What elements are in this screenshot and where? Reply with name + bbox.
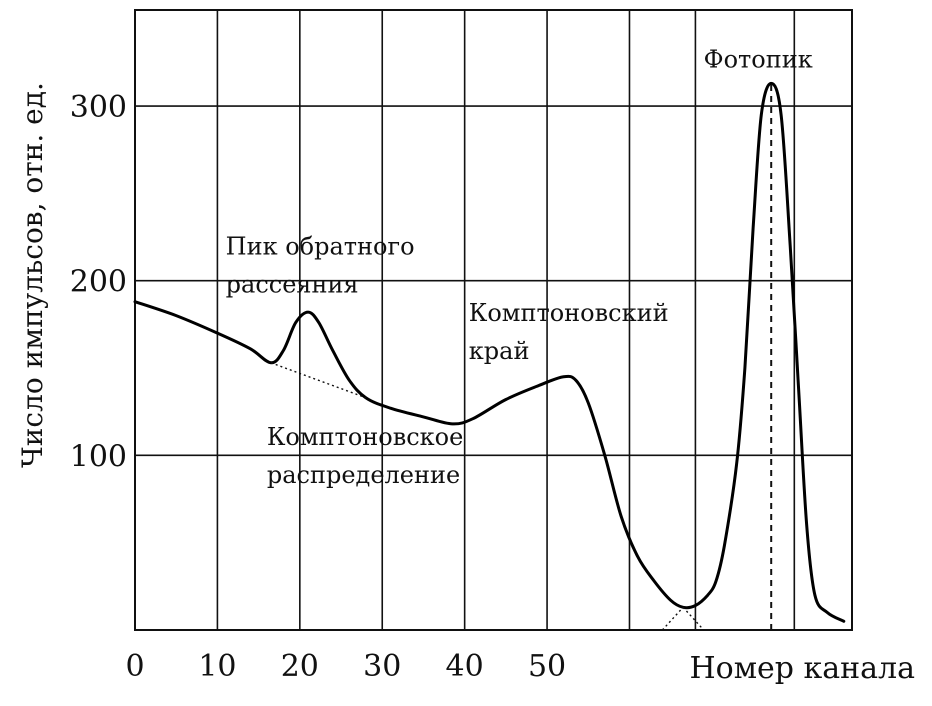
tick-labels: 0 10 20 30 40 50 100 200 300 bbox=[70, 90, 566, 684]
annotation-compton-edge: край bbox=[469, 337, 530, 365]
x-tick-label: 0 bbox=[125, 649, 144, 684]
x-axis-title: Номер канала bbox=[689, 651, 915, 686]
x-tick-label: 50 bbox=[528, 649, 566, 684]
x-tick-label: 40 bbox=[446, 649, 484, 684]
y-tick-label: 300 bbox=[70, 90, 127, 125]
dotted-compton-continuation bbox=[270, 362, 367, 399]
spectrum-line bbox=[133, 81, 846, 623]
annotations: Пик обратного рассеяния Комптоновский край К… bbox=[226, 46, 813, 489]
annotation-backscatter: Пик обратного bbox=[226, 233, 415, 261]
y-axis-title: Число импульсов, отн. ед. bbox=[16, 82, 49, 468]
dotted-valley-left bbox=[661, 606, 684, 631]
grid bbox=[134, 9, 853, 631]
y-tick-label: 100 bbox=[70, 439, 127, 474]
series-layer bbox=[133, 81, 846, 631]
annotation-backscatter: рассеяния bbox=[226, 271, 359, 299]
x-tick-label: 30 bbox=[363, 649, 401, 684]
dotted-valley-right bbox=[682, 606, 705, 631]
annotation-compton-distribution: распределение bbox=[267, 461, 460, 489]
x-tick-label: 20 bbox=[281, 649, 319, 684]
y-tick-label: 200 bbox=[70, 265, 127, 300]
annotation-compton-edge: Комптоновский bbox=[469, 299, 669, 327]
x-tick-label: 10 bbox=[198, 649, 236, 684]
annotation-photopeak: Фотопик bbox=[704, 46, 813, 74]
annotation-compton-distribution: Комптоновское bbox=[267, 423, 463, 451]
